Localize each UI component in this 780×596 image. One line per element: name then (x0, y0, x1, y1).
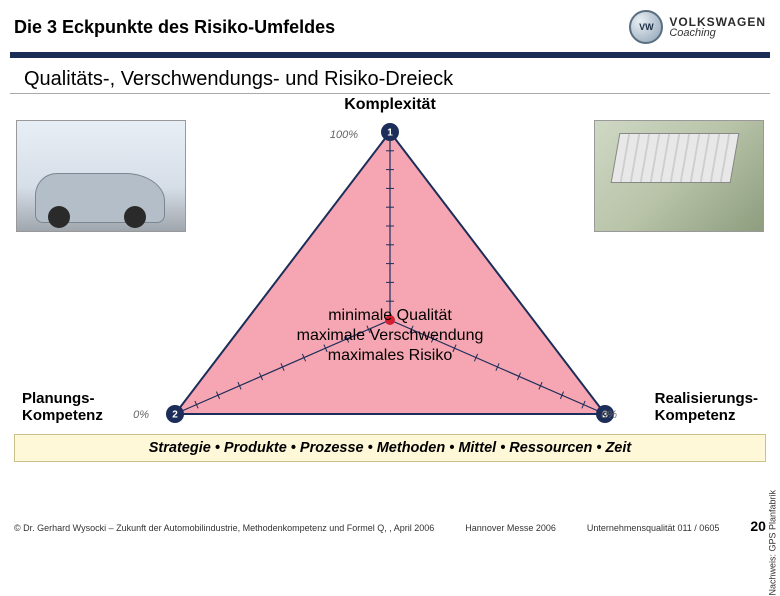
triangle-center-text: minimale Qualität maximale Verschwendung… (0, 306, 780, 366)
svg-text:2: 2 (172, 410, 178, 421)
strategy-row: Strategie • Produkte • Prozesse • Method… (14, 434, 766, 462)
brand-text: VOLKSWAGEN Coaching (669, 16, 766, 39)
brand-main: VOLKSWAGEN (669, 16, 766, 28)
slide-title: Die 3 Eckpunkte des Risiko-Umfeldes (14, 17, 335, 38)
brand-block: VW VOLKSWAGEN Coaching (629, 10, 766, 44)
right-vertex-label-l1: Realisierungs- (655, 390, 758, 407)
svg-text:0%: 0% (133, 409, 149, 421)
center-line-3: maximales Risiko (0, 346, 780, 366)
brand-sub: Coaching (669, 28, 766, 39)
footer-center: Hannover Messe 2006 (465, 523, 556, 533)
vw-logo-icon: VW (629, 10, 663, 44)
footer-left: © Dr. Gerhard Wysocki – Zukunft der Auto… (14, 523, 434, 533)
right-vertex-label-l2: Kompetenz (655, 407, 758, 424)
apex-label: Komplexität (0, 96, 780, 114)
footer: © Dr. Gerhard Wysocki – Zukunft der Auto… (14, 518, 766, 534)
diagram-area: Komplexität 1100%20%30% minimale Qualitä… (0, 94, 780, 464)
left-vertex-label-l1: Planungs- (22, 390, 103, 407)
subtitle: Qualitäts-, Verschwendungs- und Risiko-D… (10, 58, 770, 94)
svg-text:1: 1 (387, 128, 393, 139)
left-vertex-label-l2: Kompetenz (22, 407, 103, 424)
vertical-credit: Nachweis: GPS Planfabrik (768, 490, 778, 596)
footer-right: Unternehmensqualität 011 / 0605 (587, 523, 719, 533)
center-line-1: minimale Qualität (0, 306, 780, 326)
page-number: 20 (750, 518, 766, 534)
right-vertex-label: Realisierungs- Kompetenz (655, 390, 758, 424)
left-vertex-label: Planungs- Kompetenz (22, 390, 103, 424)
svg-text:100%: 100% (330, 129, 358, 141)
header: Die 3 Eckpunkte des Risiko-Umfeldes VW V… (0, 0, 780, 48)
center-line-2: maximale Verschwendung (0, 326, 780, 346)
svg-text:0%: 0% (601, 409, 617, 421)
